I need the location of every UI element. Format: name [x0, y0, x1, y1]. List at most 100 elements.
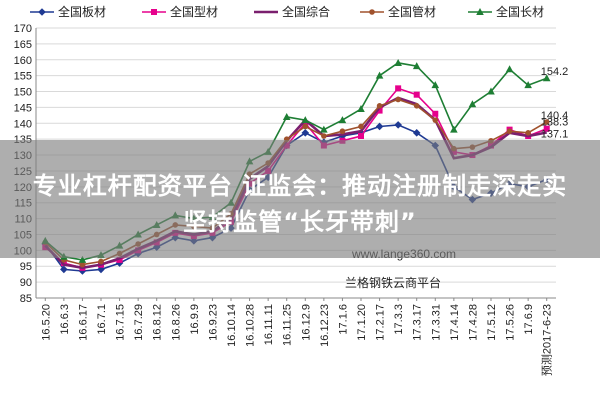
data-point: [301, 129, 310, 137]
data-point: [97, 265, 105, 274]
x-tick-label: 17.1.6: [337, 304, 349, 335]
x-tick-label: 17.3.17: [412, 304, 424, 341]
data-point: [358, 123, 364, 130]
x-tick-label: 16.8.12: [152, 304, 164, 341]
data-point: [115, 259, 124, 267]
chart-axes: 8590951001051101151201251301351401451501…: [14, 23, 556, 376]
data-point: [432, 110, 439, 117]
data-point: [413, 91, 420, 98]
data-point: [60, 265, 68, 274]
overlay-banner: [0, 140, 600, 258]
data-point: [338, 116, 347, 124]
end-value-label: 154.2: [541, 66, 569, 78]
data-point: [357, 129, 365, 137]
data-point: [301, 116, 310, 124]
data-point: [413, 103, 420, 109]
end-value-label: 140.4: [541, 110, 569, 122]
data-point: [395, 96, 401, 103]
x-tick-label: 17.4.14: [449, 304, 461, 341]
legend-label: 全国板材: [58, 4, 106, 19]
x-tick-label: 17.1.20: [356, 304, 368, 341]
data-point: [376, 103, 383, 109]
data-point: [78, 255, 87, 263]
x-tick-label: 16.5.20: [40, 304, 52, 341]
end-value-label: 138.3: [541, 117, 569, 129]
data-point: [302, 120, 309, 127]
data-point: [412, 62, 421, 70]
data-point: [339, 128, 346, 135]
data-point: [375, 122, 384, 131]
legend-marker: [38, 8, 46, 16]
data-point: [282, 112, 291, 120]
data-point: [450, 125, 458, 133]
data-point: [412, 129, 421, 137]
x-tick-label: 16.7.15: [115, 304, 127, 341]
data-point: [543, 125, 550, 132]
legend-label: 全国综合: [282, 4, 330, 19]
y-tick-label: 85: [20, 293, 32, 305]
data-point: [506, 128, 513, 135]
data-point: [321, 133, 327, 139]
watermark-name: 兰格钢铁云商平台: [345, 275, 441, 290]
data-point: [542, 74, 551, 82]
data-point: [395, 85, 402, 92]
x-tick-label: 16.10.14: [226, 304, 238, 347]
legend-label: 全国长材: [496, 4, 544, 19]
banner-subheadline: 坚持监管“长牙带刺”: [183, 208, 417, 236]
y-tick-label: 140: [14, 118, 32, 130]
data-point: [358, 133, 364, 139]
data-point: [394, 121, 402, 129]
x-tick-label: 16.11.25: [282, 304, 294, 346]
legend-item: 全国管材: [360, 4, 436, 19]
data-point: [487, 87, 495, 95]
x-tick-label: 17.5.26: [505, 304, 517, 341]
legend-item: 全国板材: [30, 4, 106, 19]
y-tick-label: 150: [14, 87, 32, 99]
legend-marker: [369, 9, 375, 15]
y-tick-label: 160: [14, 55, 32, 67]
y-tick-label: 95: [20, 261, 32, 273]
x-tick-label: 16.6.3: [59, 304, 71, 335]
y-tick-label: 145: [14, 102, 32, 114]
legend-label: 全国型材: [170, 4, 218, 19]
data-point: [432, 117, 439, 123]
x-tick-label: 16.11.11: [263, 304, 275, 345]
y-tick-label: 170: [14, 23, 32, 35]
data-point: [431, 81, 440, 89]
legend-item: 全国型材: [142, 4, 218, 19]
data-point: [79, 261, 86, 268]
legend-marker: [476, 8, 484, 15]
legend-item: 全国长材: [468, 4, 544, 19]
data-point: [302, 123, 309, 130]
x-tick-label: 16.12.9: [300, 304, 312, 341]
data-point: [357, 105, 365, 112]
x-tick-label: 17.2.17: [375, 304, 387, 341]
data-point: [543, 119, 550, 125]
x-tick-label: 16.9.9: [189, 304, 201, 335]
x-tick-label: 17.3.31: [430, 304, 442, 341]
x-tick-label: 17.4.28: [467, 304, 479, 341]
legend-marker: [151, 9, 157, 15]
x-tick-label: 17.6.9: [523, 304, 535, 335]
x-tick-label: 17.3.3: [393, 304, 405, 335]
x-tick-label: 16.7.1: [96, 304, 108, 335]
x-tick-label: 16.8.26: [170, 304, 182, 341]
y-tick-label: 155: [14, 71, 32, 83]
data-point: [468, 100, 477, 108]
legend-item: 全国综合: [254, 4, 330, 19]
data-point: [376, 107, 383, 114]
x-tick-label: 17.5.12: [486, 304, 498, 341]
data-point: [98, 258, 104, 265]
y-tick-label: 90: [20, 277, 32, 289]
data-point: [505, 65, 514, 73]
data-point: [116, 256, 123, 263]
end-value-label: 137.1: [541, 129, 569, 141]
data-point: [320, 125, 328, 133]
chart-legend: 全国板材 全国型材 全国综合 全国管材 全国长材: [30, 4, 544, 19]
x-tick-label: 16.7.29: [133, 304, 145, 341]
banner-headline[interactable]: 专业杠杆配资平台 证监会：推动注册制走深走实: [32, 172, 568, 200]
x-tick-label: 16.6.17: [77, 304, 89, 341]
x-tick-label: 16.12.23: [319, 304, 331, 347]
data-point: [394, 58, 402, 66]
data-point: [525, 130, 531, 136]
